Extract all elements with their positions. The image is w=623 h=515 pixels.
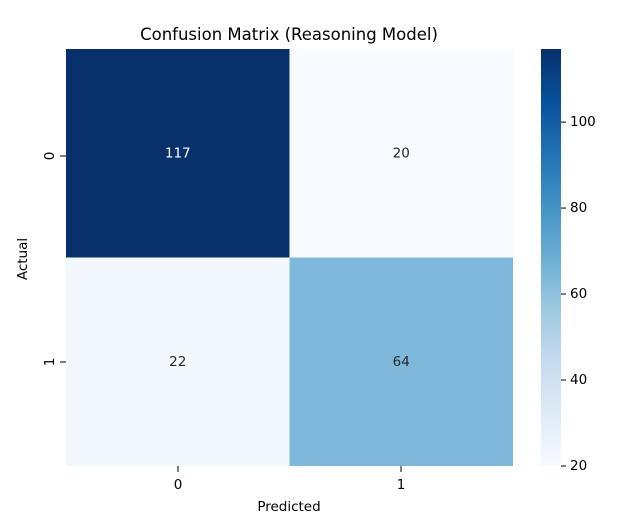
colorbar-tick-label-3: 80 [570, 200, 587, 216]
heatmap-cells: 117 20 22 64 [66, 49, 513, 466]
x-axis-label: Predicted [257, 499, 320, 515]
y-tick-label-0: 0 [42, 152, 58, 161]
y-tick-label-1: 1 [42, 358, 58, 367]
x-tick-label-1: 1 [397, 477, 406, 493]
colorbar-ticks: 20 40 60 80 100 [561, 114, 596, 474]
colorbar-tick-label-4: 100 [570, 114, 596, 130]
chart-title: Confusion Matrix (Reasoning Model) [140, 25, 438, 44]
heatmap-cell-1-0 [66, 257, 290, 466]
heatmap-cell-1-1 [289, 257, 513, 466]
colorbar-tick-label-1: 40 [570, 372, 587, 388]
heatmap-cell-label-0-0: 117 [165, 145, 191, 161]
colorbar-tick-label-2: 60 [570, 286, 587, 302]
x-tick-label-0: 0 [174, 477, 183, 493]
heatmap-cell-0-0 [66, 49, 290, 258]
y-axis-label: Actual [15, 238, 31, 280]
heatmap-cell-0-1 [289, 49, 513, 258]
heatmap-cell-label-0-1: 20 [393, 145, 410, 161]
heatmap-cell-label-1-1: 64 [393, 354, 410, 370]
heatmap-cell-label-1-0: 22 [169, 354, 186, 370]
colorbar [541, 49, 561, 466]
colorbar-tick-label-0: 20 [570, 458, 587, 474]
